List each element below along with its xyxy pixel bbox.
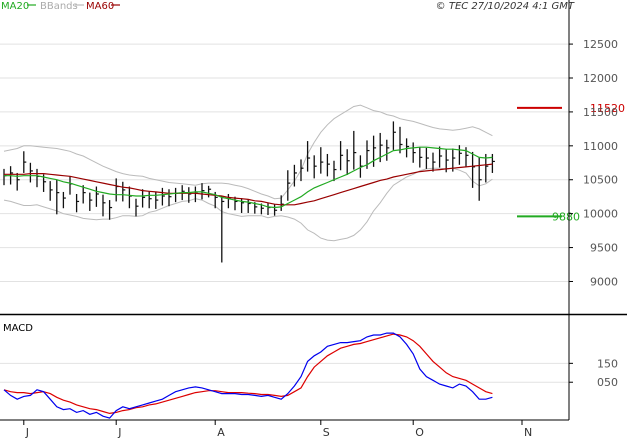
price-bar — [240, 198, 245, 213]
legend-ma20-label: MA20 — [1, 1, 29, 12]
price-bar — [108, 200, 113, 220]
price-bar — [161, 187, 165, 206]
bbands-lower-line — [3, 167, 493, 242]
x-tick-label: J — [25, 426, 29, 439]
price-y-tick-label: 12500 — [583, 38, 618, 51]
price-bar — [353, 130, 357, 170]
x-tick-label: A — [217, 426, 225, 439]
price-bar — [333, 160, 337, 182]
price-bar — [339, 141, 344, 171]
axes — [0, 0, 627, 421]
price-bar — [234, 196, 238, 211]
price-bar — [458, 145, 462, 165]
price-grid — [0, 43, 569, 282]
price-y-tick-label: 9500 — [590, 242, 618, 255]
bbands-upper-line — [3, 104, 493, 200]
price-bar — [478, 157, 482, 201]
price-bar — [372, 135, 377, 167]
moving-averages — [4, 146, 493, 209]
macd-signal-line — [3, 333, 493, 415]
price-bar — [168, 189, 172, 207]
price-bar — [346, 149, 350, 175]
price-bar — [102, 194, 106, 217]
macd-y-tick-label: 150 — [597, 357, 618, 370]
x-tick-label: J — [117, 426, 121, 439]
price-bar — [201, 183, 205, 200]
macd-y-tick-label: 050 — [597, 376, 618, 389]
price-bar — [412, 142, 416, 163]
price-bar — [386, 139, 390, 161]
price-bars — [3, 121, 495, 263]
price-bar — [29, 162, 33, 183]
price-y-tick-label: 9000 — [590, 275, 618, 288]
price-bar — [306, 141, 311, 172]
macd-lines — [3, 332, 493, 419]
price-bar — [491, 153, 495, 173]
legend-bbands-label: BBands — [40, 1, 78, 12]
price-bar — [75, 193, 80, 213]
support-resistance-levels: 11520 9880 — [517, 102, 625, 223]
price-bar — [221, 196, 225, 263]
price-bar — [326, 153, 330, 177]
ma60-line — [4, 163, 493, 206]
price-bar — [95, 186, 99, 207]
price-y-tick-label: 10000 — [583, 208, 618, 221]
price-bar — [392, 121, 396, 150]
price-bar — [438, 146, 443, 168]
x-tick-label: N — [524, 426, 532, 439]
price-bar — [399, 126, 403, 154]
price-y-tick-label: 11000 — [583, 140, 618, 153]
macd-line — [3, 332, 493, 419]
support-level-label: 9880 — [552, 210, 580, 223]
price-bar — [485, 153, 489, 183]
price-bar — [280, 195, 284, 211]
price-bar — [293, 164, 297, 187]
price-bar — [141, 189, 146, 208]
price-y-tick-label: 12000 — [583, 72, 618, 85]
price-bar — [23, 151, 27, 173]
ma20-line — [4, 146, 493, 209]
legend: MA20 BBands MA60 — [1, 1, 120, 12]
price-bar — [471, 151, 476, 188]
price-bar — [432, 152, 436, 172]
x-tick-label: O — [415, 426, 424, 439]
price-bar — [287, 170, 291, 201]
macd-grid — [0, 362, 569, 383]
price-bar — [49, 181, 53, 201]
legend-ma60-label: MA60 — [86, 1, 114, 12]
price-bar — [62, 191, 66, 209]
x-tick-label: S — [323, 426, 330, 439]
price-bar — [300, 159, 304, 182]
price-bar — [425, 147, 429, 169]
y-tick-labels: 12500 12000 11500 11000 10500 10000 9500 9000 15… — [569, 38, 618, 389]
price-bar — [313, 155, 317, 179]
price-bar — [207, 185, 212, 198]
price-bar — [122, 181, 126, 202]
price-bar — [135, 198, 139, 217]
copyright-label: © TEC 27/10/2024 4:1 GMT — [436, 1, 575, 12]
macd-panel-title: MACD — [3, 323, 33, 334]
price-bar — [89, 192, 93, 211]
price-bar — [273, 204, 278, 216]
price-bar — [82, 185, 86, 204]
price-bar — [419, 147, 423, 168]
price-bar — [405, 138, 410, 158]
price-bar — [148, 191, 152, 209]
price-bar — [320, 147, 324, 174]
price-bar — [188, 187, 192, 203]
bollinger-bands — [3, 104, 493, 242]
price-y-tick-label: 10500 — [583, 174, 618, 187]
resistance-level-label: 11520 — [590, 102, 625, 115]
price-bar — [56, 179, 60, 215]
price-y-tick-label: 11500 — [583, 106, 618, 119]
